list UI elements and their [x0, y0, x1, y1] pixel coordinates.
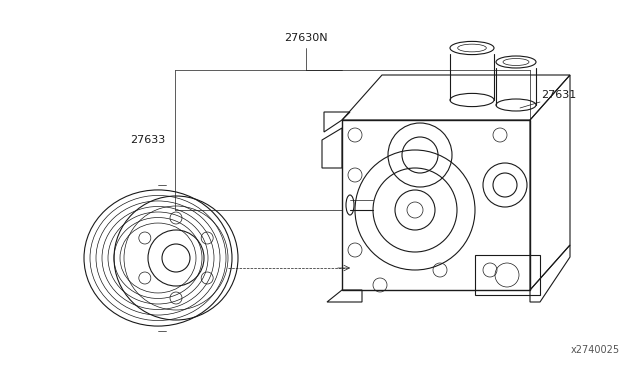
Text: 27633: 27633 [130, 135, 165, 145]
Text: 27630N: 27630N [284, 33, 328, 43]
Text: x2740025: x2740025 [571, 345, 620, 355]
Text: 27631: 27631 [541, 90, 576, 100]
